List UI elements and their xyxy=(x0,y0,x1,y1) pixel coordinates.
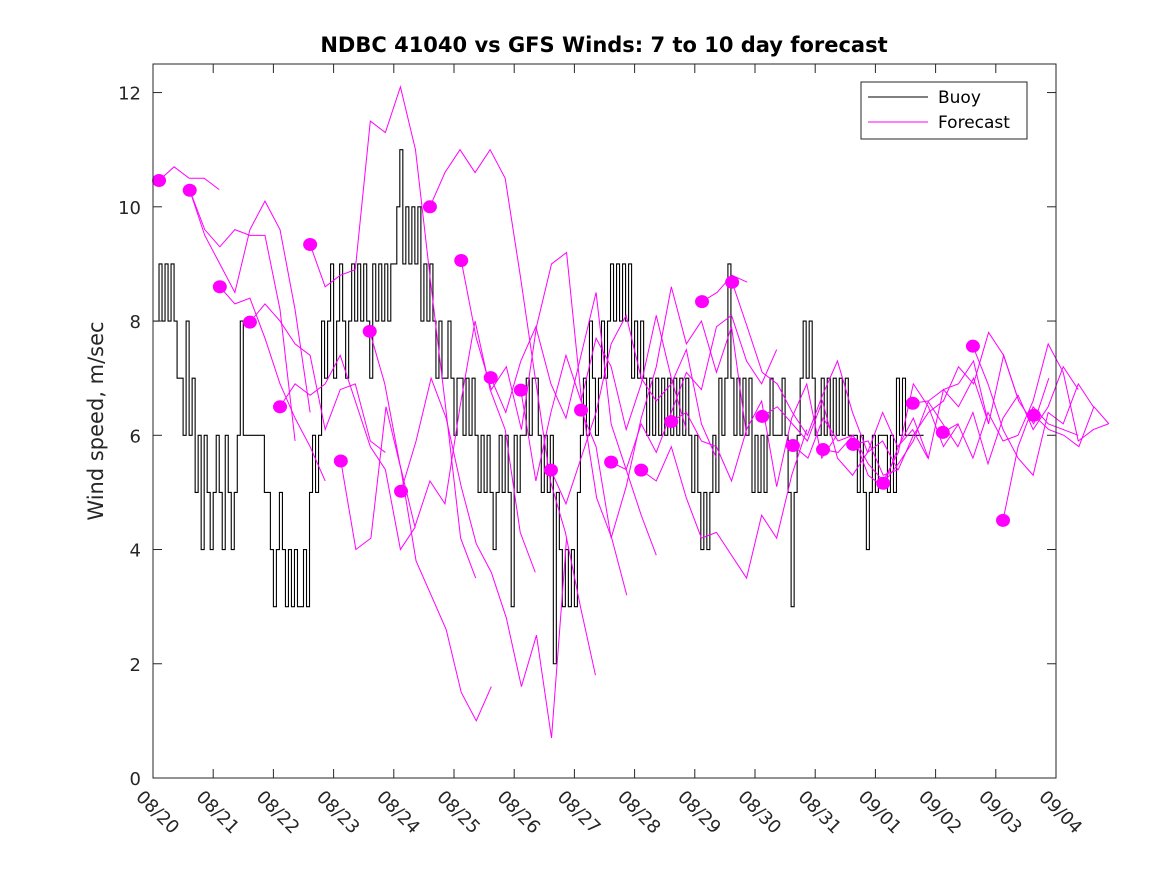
forecast-line xyxy=(731,282,899,470)
forecast-marker xyxy=(454,253,469,267)
forecast-marker xyxy=(876,476,891,490)
forecast-marker xyxy=(905,396,920,410)
forecast-marker xyxy=(543,463,558,477)
buoy-line xyxy=(153,149,924,665)
forecast-line xyxy=(972,345,1094,477)
forecast-marker xyxy=(394,484,409,498)
y-tick-label: 0 xyxy=(130,769,141,790)
forecast-line xyxy=(219,286,326,482)
forecast-line xyxy=(1033,405,1110,448)
forecast-line xyxy=(520,315,687,482)
forecast-marker xyxy=(846,437,861,451)
chart-title: NDBC 41040 vs GFS Winds: 7 to 10 day for… xyxy=(320,33,887,57)
forecast-line xyxy=(640,429,808,580)
y-tick-label: 10 xyxy=(118,198,141,219)
forecast-line xyxy=(792,382,959,482)
forecast-line xyxy=(400,376,568,739)
forecast-line xyxy=(912,365,1079,466)
y-tick-label: 2 xyxy=(130,655,141,676)
legend-label-buoy: Buoy xyxy=(938,88,981,108)
forecast-line xyxy=(340,406,492,723)
forecast-line xyxy=(249,303,386,453)
forecast-markers xyxy=(152,174,1041,527)
forecast-line xyxy=(882,353,1050,484)
plot-area xyxy=(152,64,1110,778)
forecast-line xyxy=(580,286,748,539)
forecast-marker xyxy=(362,324,377,338)
forecast-marker xyxy=(785,439,800,453)
forecast-marker xyxy=(242,315,257,329)
forecast-marker xyxy=(816,443,831,457)
forecast-line xyxy=(369,320,536,573)
forecast-marker xyxy=(212,280,227,294)
forecast-line xyxy=(189,190,296,442)
forecast-marker xyxy=(965,339,980,353)
forecast-marker xyxy=(634,463,649,477)
forecast-marker xyxy=(152,174,167,188)
forecast-marker xyxy=(422,200,437,214)
legend-box xyxy=(860,81,1028,140)
forecast-line xyxy=(610,314,778,471)
forecast-marker xyxy=(303,238,318,251)
forecast-marker xyxy=(695,295,710,309)
legend: Buoy Forecast xyxy=(860,81,1028,140)
y-axis-label: Wind speed, m/sec xyxy=(84,321,108,520)
legend-label-forecast: Forecast xyxy=(938,113,1010,133)
forecast-marker xyxy=(273,400,288,414)
y-axis: 0 2 4 6 8 10 12 xyxy=(118,84,1056,790)
forecast-line xyxy=(853,331,1020,476)
forecast-marker xyxy=(725,275,740,289)
forecast-marker xyxy=(664,415,679,429)
forecast-marker xyxy=(755,409,770,423)
forecast-marker xyxy=(996,513,1011,527)
forecast-marker xyxy=(483,371,498,385)
forecast-marker xyxy=(935,425,950,439)
forecast-series xyxy=(158,85,1110,739)
forecast-line xyxy=(158,166,220,191)
forecast-marker xyxy=(1026,408,1041,422)
forecast-line xyxy=(942,342,1109,460)
forecast-marker xyxy=(182,183,197,197)
forecast-line xyxy=(671,382,838,487)
forecast-line xyxy=(429,148,596,676)
forecast-line xyxy=(189,190,311,413)
forecast-marker xyxy=(513,383,528,397)
buoy-series xyxy=(153,149,924,665)
forecast-marker xyxy=(574,403,589,417)
forecast-line xyxy=(822,376,990,488)
forecast-marker xyxy=(333,454,348,468)
y-tick-label: 6 xyxy=(130,426,141,447)
forecast-line xyxy=(550,313,717,506)
y-tick-label: 12 xyxy=(118,84,141,105)
forecast-marker xyxy=(604,455,619,469)
y-tick-label: 8 xyxy=(130,312,141,333)
plot-frame xyxy=(152,63,1057,779)
y-tick-label: 4 xyxy=(130,541,141,562)
forecast-line xyxy=(279,354,416,551)
forecast-line xyxy=(701,274,748,303)
